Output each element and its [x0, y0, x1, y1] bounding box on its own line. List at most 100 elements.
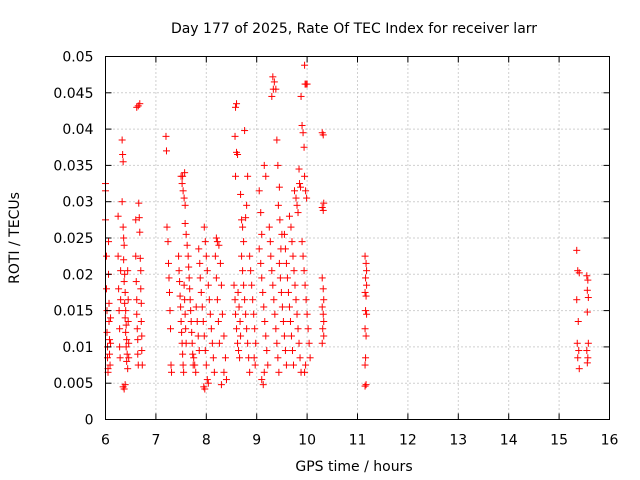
data-point: [292, 194, 300, 202]
data-point: [212, 234, 220, 242]
data-point: [249, 296, 257, 304]
data-point: [238, 252, 246, 260]
data-point: [363, 281, 371, 289]
data-point: [212, 274, 220, 282]
data-point: [296, 354, 304, 362]
y-tick-label: 0.03: [62, 195, 93, 211]
data-point: [274, 201, 282, 209]
data-point: [193, 317, 201, 325]
data-point: [116, 354, 124, 362]
data-point: [177, 303, 185, 311]
data-point: [122, 328, 130, 336]
data-point: [114, 252, 122, 260]
data-point: [124, 365, 132, 373]
data-point: [276, 274, 284, 282]
data-point: [297, 183, 305, 191]
data-point: [132, 252, 140, 260]
data-point: [260, 368, 268, 376]
data-point: [123, 350, 131, 358]
data-point: [185, 274, 193, 282]
y-tick-label: 0.04: [62, 122, 93, 138]
data-point: [186, 285, 194, 293]
data-point: [189, 350, 197, 358]
data-point: [132, 278, 140, 286]
data-point: [220, 368, 228, 376]
data-point: [137, 299, 145, 307]
data-point: [361, 361, 369, 369]
data-point: [573, 296, 581, 304]
data-point: [103, 328, 111, 336]
data-point: [107, 339, 115, 347]
chart-title: Day 177 of 2025, Rate Of TEC Index for r…: [171, 21, 537, 37]
data-point: [137, 285, 145, 293]
data-point: [275, 183, 283, 191]
y-tick-label: 0.025: [53, 231, 93, 247]
data-point: [239, 267, 247, 275]
data-point: [121, 314, 129, 322]
data-point: [218, 310, 226, 318]
data-point: [273, 136, 281, 144]
y-tick-label: 0.005: [53, 376, 93, 392]
data-point: [105, 317, 113, 325]
data-point: [281, 347, 289, 355]
data-point: [178, 180, 186, 188]
data-point: [362, 354, 370, 362]
data-point: [138, 332, 146, 340]
x-tick-label: 6: [101, 433, 110, 449]
data-point: [166, 307, 174, 315]
data-point: [300, 267, 308, 275]
data-point: [263, 347, 271, 355]
data-point: [116, 325, 124, 333]
data-point: [232, 310, 240, 318]
data-point: [203, 267, 211, 275]
data-point: [302, 296, 310, 304]
data-point: [207, 325, 215, 333]
data-point: [287, 223, 295, 231]
data-point: [252, 339, 260, 347]
data-point: [168, 368, 176, 376]
y-tick-label: 0.05: [62, 50, 93, 66]
data-point: [238, 216, 246, 224]
data-point: [584, 354, 592, 362]
data-point: [196, 274, 204, 282]
data-point: [166, 288, 174, 296]
data-point: [287, 332, 295, 340]
data-point: [197, 288, 205, 296]
data-point: [282, 259, 290, 267]
data-point: [274, 161, 282, 169]
data-point: [181, 169, 189, 177]
data-point: [204, 379, 212, 387]
data-point: [186, 296, 194, 304]
data-point: [122, 307, 130, 315]
data-point: [188, 328, 196, 336]
data-point: [135, 199, 143, 207]
data-point: [206, 310, 214, 318]
data-point: [268, 267, 276, 275]
data-point: [266, 238, 274, 246]
x-tick-label: 16: [601, 433, 619, 449]
data-point: [117, 296, 125, 304]
y-tick-label: 0.015: [53, 304, 93, 320]
data-point: [262, 172, 270, 180]
data-point: [303, 80, 311, 88]
data-point: [201, 238, 209, 246]
data-point: [275, 368, 283, 376]
data-point: [175, 267, 183, 275]
data-point: [179, 350, 187, 358]
data-point: [137, 317, 145, 325]
data-point: [196, 259, 204, 267]
data-point: [362, 332, 370, 340]
data-point: [285, 303, 293, 311]
data-point: [119, 223, 127, 231]
data-point: [583, 347, 591, 355]
data-point: [184, 252, 192, 260]
data-point: [275, 259, 283, 267]
data-point: [290, 267, 298, 275]
data-point: [573, 246, 581, 254]
y-tick-label: 0: [85, 413, 94, 429]
data-point: [270, 78, 278, 86]
data-point: [574, 354, 582, 362]
data-point: [248, 281, 256, 289]
data-point: [234, 339, 242, 347]
data-point: [114, 212, 122, 220]
